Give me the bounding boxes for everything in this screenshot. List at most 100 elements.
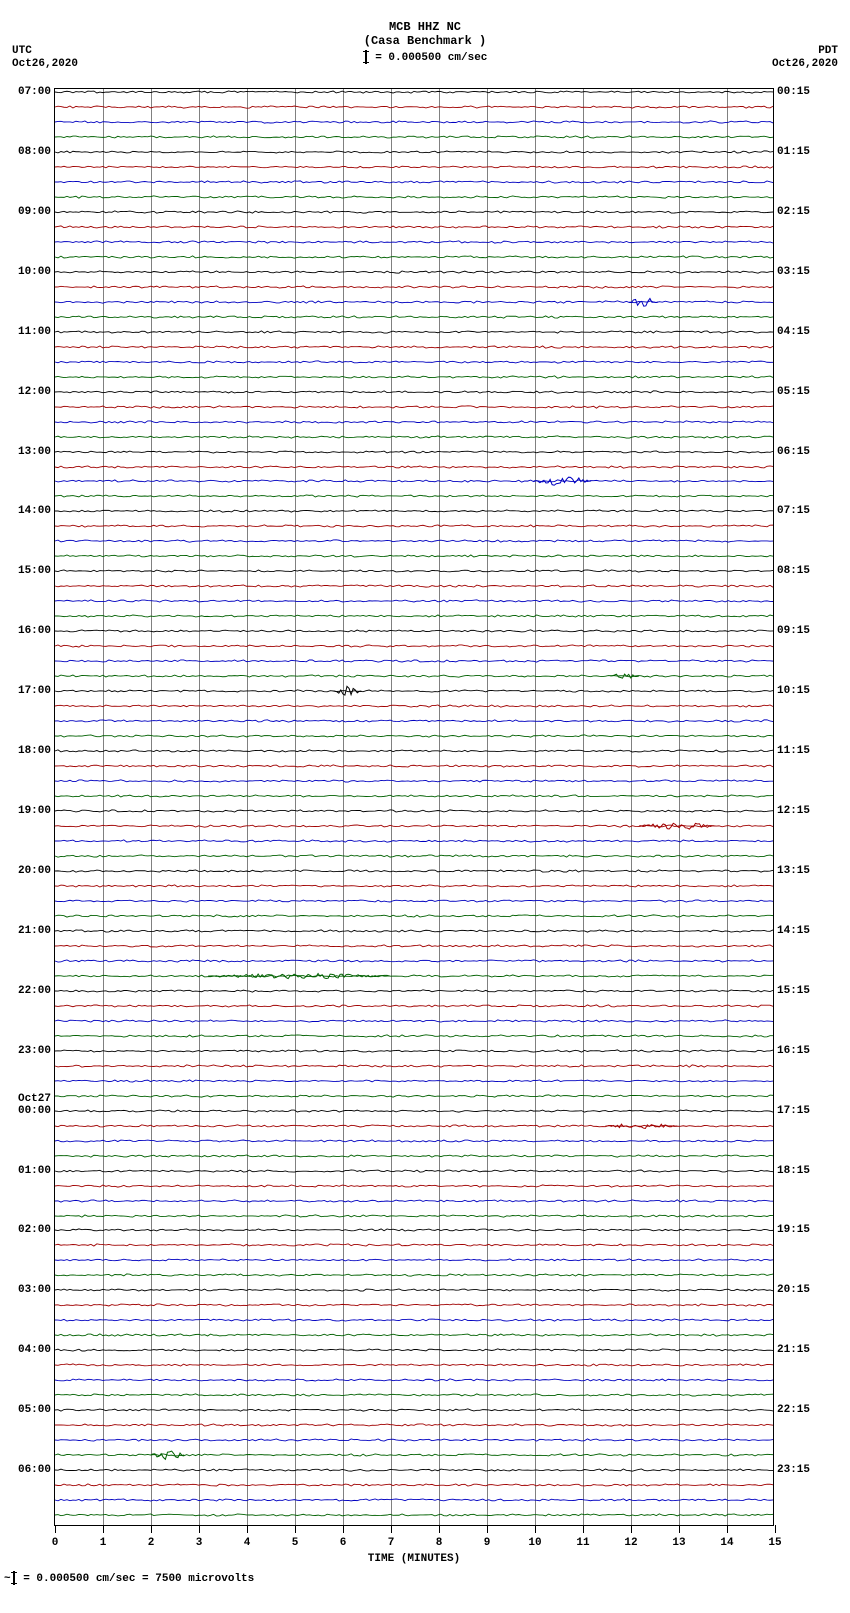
footer-scale: ~ = 0.000500 cm/sec = 7500 microvolts <box>4 1571 254 1585</box>
pdt-hour-label: 08:15 <box>777 565 810 577</box>
seismogram-trace <box>55 1216 773 1217</box>
x-tick-mark <box>295 1525 296 1533</box>
seismogram-trace <box>55 976 773 977</box>
scale-bar-icon <box>365 50 367 64</box>
seismogram-trace <box>55 272 773 273</box>
seismogram-trace <box>55 721 773 722</box>
pdt-hour-label: 04:15 <box>777 326 810 338</box>
seismogram-trace <box>55 946 773 947</box>
x-tick-mark <box>775 1525 776 1533</box>
seismogram-trace <box>55 571 773 572</box>
x-tick-label: 6 <box>340 1537 347 1549</box>
seismogram-trace <box>55 1021 773 1022</box>
footer-prefix: ~ <box>4 1573 11 1585</box>
x-tick-mark <box>103 1525 104 1533</box>
seismogram-trace <box>55 1156 773 1157</box>
seismogram-trace <box>55 616 773 617</box>
x-tick-label: 11 <box>576 1537 589 1549</box>
seismogram-trace <box>55 1395 773 1396</box>
seismogram-trace <box>55 1201 773 1202</box>
header-scale: = 0.000500 cm/sec <box>0 50 850 64</box>
seismogram-trace <box>55 122 773 123</box>
pdt-hour-label: 18:15 <box>777 1165 810 1177</box>
x-tick-label: 15 <box>768 1537 781 1549</box>
utc-hour-label: 14:00 <box>18 505 51 517</box>
seismogram-trace <box>55 586 773 587</box>
utc-hour-label: 03:00 <box>18 1284 51 1296</box>
seismogram-trace <box>55 437 773 438</box>
seismogram-trace <box>55 1485 773 1486</box>
seismogram-trace <box>55 152 773 153</box>
seismogram-trace <box>55 511 773 512</box>
utc-hour-label: 23:00 <box>18 1045 51 1057</box>
pdt-hour-label: 22:15 <box>777 1404 810 1416</box>
seismogram-trace <box>55 691 773 692</box>
pdt-hour-label: 16:15 <box>777 1045 810 1057</box>
seismogram-trace <box>55 1455 773 1456</box>
seismogram-trace <box>55 1171 773 1172</box>
date-left-label: Oct26,2020 <box>12 58 78 70</box>
seismogram-trace <box>55 1290 773 1291</box>
seismogram-trace <box>55 736 773 737</box>
seismogram-trace <box>55 1096 773 1097</box>
seismogram-plot: TIME (MINUTES) 012345678910111213141507:… <box>54 88 774 1526</box>
seismogram-trace <box>55 452 773 453</box>
seismogram-trace <box>55 1365 773 1366</box>
x-tick-mark <box>727 1525 728 1533</box>
seismogram-trace <box>55 1036 773 1037</box>
x-tick-mark <box>439 1525 440 1533</box>
seismogram-trace <box>55 1066 773 1067</box>
x-tick-label: 5 <box>292 1537 299 1549</box>
pdt-hour-label: 19:15 <box>777 1224 810 1236</box>
pdt-hour-label: 01:15 <box>777 146 810 158</box>
utc-hour-label: 06:00 <box>18 1464 51 1476</box>
utc-hour-label: 09:00 <box>18 206 51 218</box>
x-tick-label: 0 <box>52 1537 59 1549</box>
seismogram-trace <box>55 1141 773 1142</box>
seismogram-trace <box>55 796 773 797</box>
seismogram-trace <box>55 841 773 842</box>
pdt-hour-label: 07:15 <box>777 505 810 517</box>
seismogram-trace <box>55 347 773 348</box>
pdt-hour-label: 12:15 <box>777 805 810 817</box>
seismogram-trace <box>55 991 773 992</box>
utc-hour-label: 10:00 <box>18 266 51 278</box>
chart-header: MCB HHZ NC (Casa Benchmark ) = 0.000500 … <box>0 0 850 64</box>
pdt-hour-label: 13:15 <box>777 865 810 877</box>
x-tick-label: 3 <box>196 1537 203 1549</box>
utc-hour-label: 21:00 <box>18 925 51 937</box>
x-tick-label: 7 <box>388 1537 395 1549</box>
pdt-hour-label: 06:15 <box>777 446 810 458</box>
seismogram-trace <box>55 1515 773 1516</box>
seismogram-trace <box>55 407 773 408</box>
pdt-hour-label: 11:15 <box>777 745 810 757</box>
pdt-hour-label: 23:15 <box>777 1464 810 1476</box>
seismogram-trace <box>55 317 773 318</box>
x-tick-mark <box>679 1525 680 1533</box>
pdt-hour-label: 17:15 <box>777 1105 810 1117</box>
seismogram-trace <box>55 751 773 752</box>
seismogram-trace <box>55 1260 773 1261</box>
seismogram-trace <box>55 1051 773 1052</box>
seismogram-trace <box>55 1425 773 1426</box>
pdt-hour-label: 03:15 <box>777 266 810 278</box>
seismogram-trace <box>55 392 773 393</box>
utc-hour-label: 05:00 <box>18 1404 51 1416</box>
seismogram-trace <box>55 886 773 887</box>
seismogram-trace <box>55 1440 773 1441</box>
seismogram-trace <box>55 422 773 423</box>
seismogram-trace <box>55 377 773 378</box>
utc-hour-label: 13:00 <box>18 446 51 458</box>
seismogram-trace <box>55 811 773 812</box>
utc-hour-label: 19:00 <box>18 805 51 817</box>
seismogram-trace <box>55 481 773 482</box>
x-tick-label: 13 <box>672 1537 685 1549</box>
utc-hour-label: 02:00 <box>18 1224 51 1236</box>
pdt-hour-label: 20:15 <box>777 1284 810 1296</box>
x-tick-label: 1 <box>100 1537 107 1549</box>
utc-hour-label: 12:00 <box>18 386 51 398</box>
x-tick-mark <box>55 1525 56 1533</box>
seismogram-trace <box>55 901 773 902</box>
x-tick-mark <box>199 1525 200 1533</box>
seismogram-trace <box>55 107 773 108</box>
